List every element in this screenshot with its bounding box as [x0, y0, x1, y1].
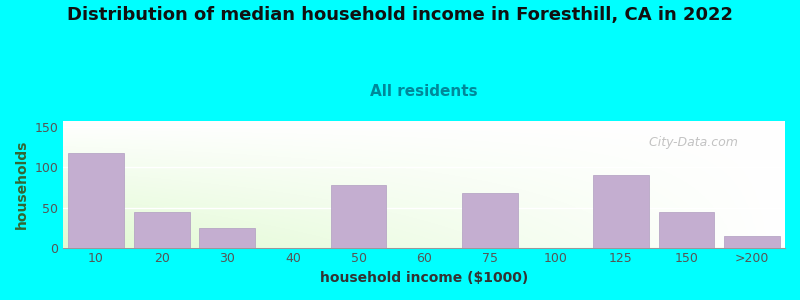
Text: Distribution of median household income in Foresthill, CA in 2022: Distribution of median household income … — [67, 6, 733, 24]
Y-axis label: households: households — [15, 140, 29, 229]
Bar — [199, 228, 255, 247]
Bar — [134, 212, 190, 248]
Bar — [658, 212, 714, 248]
Bar — [330, 185, 386, 248]
X-axis label: household income ($1000): household income ($1000) — [320, 271, 528, 285]
Title: All residents: All residents — [370, 84, 478, 99]
Bar — [68, 153, 124, 248]
Bar — [724, 236, 780, 247]
Bar — [593, 176, 649, 248]
Text: City-Data.com: City-Data.com — [641, 136, 738, 149]
Bar — [462, 193, 518, 248]
